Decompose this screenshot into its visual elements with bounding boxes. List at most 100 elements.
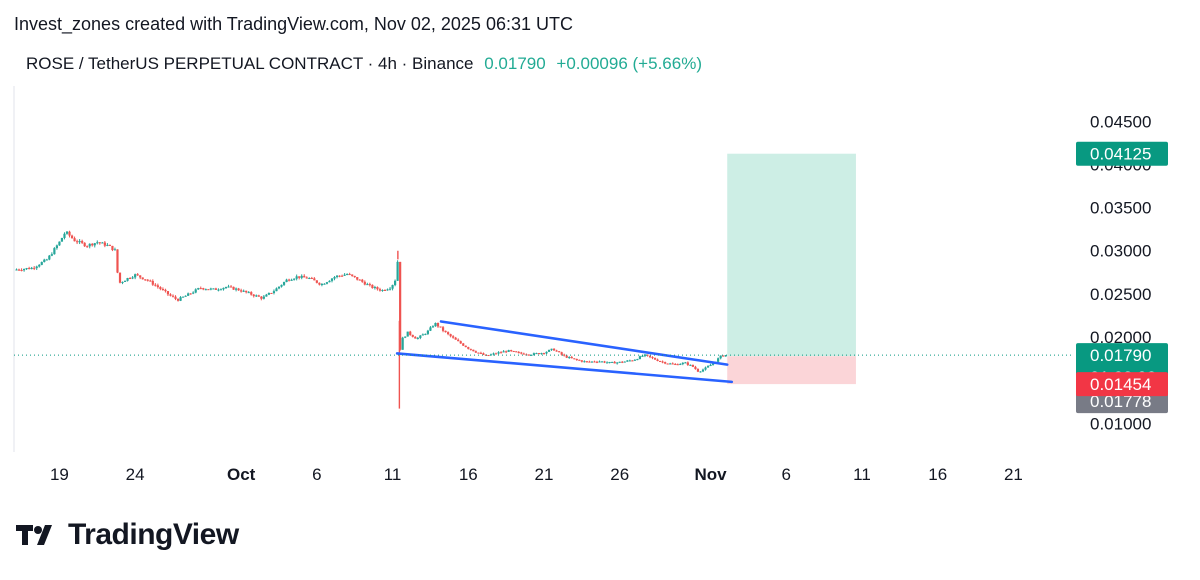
candle-body <box>252 294 255 297</box>
candle-body <box>131 277 134 279</box>
candle-body <box>376 287 379 290</box>
candle-body <box>199 288 202 290</box>
candle-body <box>558 351 561 353</box>
candle-body <box>666 363 669 365</box>
candle-body <box>108 244 112 246</box>
candle-body <box>293 278 296 280</box>
x-tick-label: 6 <box>312 465 321 484</box>
candle-body <box>648 355 652 358</box>
y-tick-label: 0.03000 <box>1090 242 1151 261</box>
candle-body <box>139 275 142 278</box>
candle-body <box>166 291 170 295</box>
candle-body <box>383 289 387 291</box>
candle-body <box>520 352 523 354</box>
candle-body <box>600 361 604 363</box>
x-tick-label: 26 <box>610 465 629 484</box>
candle-body <box>38 264 41 267</box>
candle-body <box>86 246 89 248</box>
candle-body <box>684 362 687 364</box>
candle-body <box>45 259 48 261</box>
candle-body <box>598 361 601 363</box>
candle-body <box>446 332 450 335</box>
candle-body <box>43 259 46 263</box>
candle-body <box>452 336 455 338</box>
candle-body <box>578 359 581 361</box>
candle-body <box>404 336 407 338</box>
candle-body <box>469 348 472 350</box>
price-chart[interactable]: 0.045000.040000.035000.030000.025000.020… <box>0 0 1200 500</box>
candle-body <box>555 350 558 352</box>
candle-body <box>590 361 594 363</box>
candle-body <box>724 355 727 357</box>
candle-body <box>626 360 629 362</box>
candle-body <box>421 334 424 336</box>
candle-body <box>40 262 43 265</box>
candle-body <box>709 364 712 367</box>
candle-body <box>363 281 366 285</box>
candle-body <box>73 238 76 242</box>
x-tick-label: 11 <box>853 465 871 484</box>
candle-body <box>192 292 195 294</box>
candle-body <box>17 269 21 271</box>
candle-body <box>242 290 245 292</box>
candle-body <box>287 279 291 281</box>
candle-body <box>547 349 551 352</box>
candle-body <box>575 358 578 360</box>
candle-body <box>454 337 457 340</box>
chart-caption: Invest_zones created with TradingView.co… <box>14 14 573 34</box>
candle-body <box>477 352 480 354</box>
candle-body <box>542 353 546 355</box>
symbol-header: ROSE / TetherUS PERPETUAL CONTRACT · 4h … <box>26 54 702 74</box>
candle-body <box>631 360 634 362</box>
candle-body <box>502 351 505 353</box>
candle-body <box>134 274 137 278</box>
candle-body <box>262 296 265 299</box>
candle-body <box>15 269 18 271</box>
candle-body <box>527 354 530 356</box>
candle-body <box>154 284 157 286</box>
candle-body <box>472 349 475 352</box>
candle-body <box>328 280 331 283</box>
candle-body <box>308 277 311 279</box>
candle-body <box>449 334 452 337</box>
candle-body <box>219 289 223 291</box>
candle-body <box>679 364 682 366</box>
candle-body <box>202 288 205 290</box>
candle-body <box>613 361 616 364</box>
candle-body <box>633 359 636 361</box>
candle-body <box>250 292 253 295</box>
candle-body <box>366 284 369 286</box>
candle-body <box>184 295 187 297</box>
candle-body <box>399 261 402 350</box>
stop-zone <box>727 356 856 385</box>
candle-body <box>406 331 409 337</box>
candle-body <box>419 335 422 338</box>
candle-body <box>149 280 152 282</box>
tradingview-logo: TradingView <box>16 518 239 552</box>
candle-body <box>611 361 614 363</box>
candle-body <box>717 358 720 362</box>
candle-body <box>247 292 250 294</box>
candle-body <box>661 361 664 363</box>
candle-body <box>93 243 96 246</box>
candle-body <box>58 241 61 246</box>
candle-body <box>436 322 440 327</box>
x-tick-label: Oct <box>227 465 256 484</box>
candle-body <box>704 367 707 370</box>
candle-body <box>98 242 101 244</box>
candle-body <box>144 279 147 281</box>
candle-body <box>209 288 212 290</box>
candle-body <box>484 354 488 356</box>
candle-body <box>459 341 462 344</box>
candle-body <box>325 282 329 284</box>
candle-body <box>671 363 674 365</box>
wedge-lower-trendline <box>395 352 734 384</box>
y-tick-label: 0.03500 <box>1090 199 1151 218</box>
candle-body <box>545 351 548 354</box>
candle-body <box>338 275 341 277</box>
candle-body <box>638 356 642 360</box>
x-tick-label: 16 <box>928 465 947 484</box>
candle-body <box>656 359 659 362</box>
candle-body <box>181 296 185 298</box>
target-price-badge-bg <box>1076 141 1168 166</box>
